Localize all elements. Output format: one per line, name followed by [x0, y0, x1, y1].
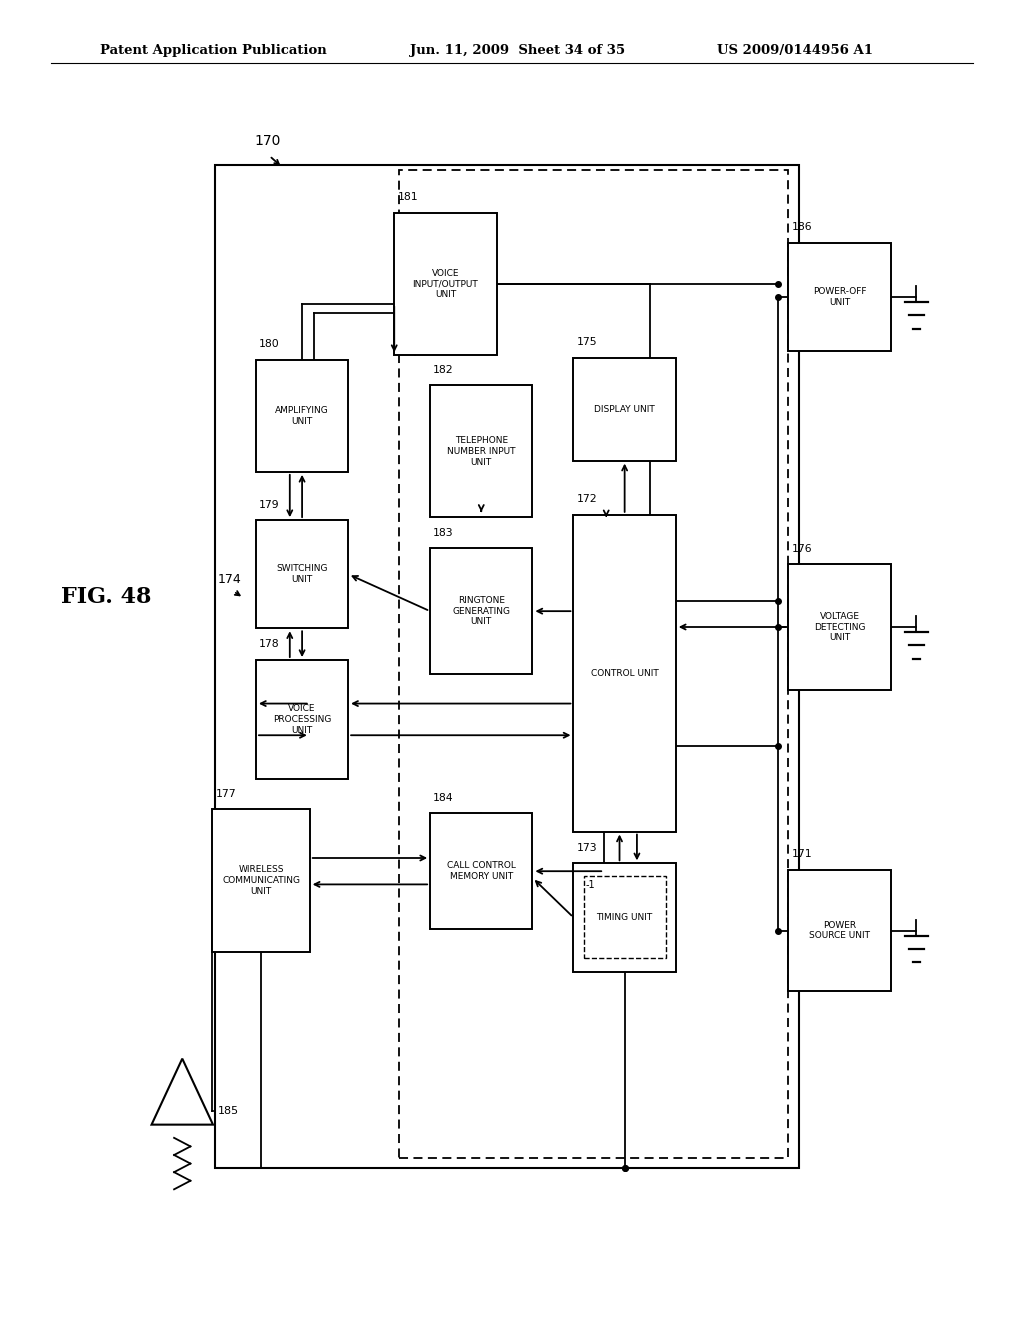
Bar	[256, 520, 348, 628]
Text: 175: 175	[577, 337, 597, 347]
Text: 170: 170	[254, 133, 281, 148]
Bar	[256, 359, 348, 471]
Text: VOICE
INPUT/OUTPUT
UNIT: VOICE INPUT/OUTPUT UNIT	[413, 268, 478, 300]
Bar	[573, 863, 676, 972]
Bar	[256, 660, 348, 779]
Bar	[573, 515, 676, 832]
Bar	[430, 549, 532, 673]
Text: CONTROL UNIT: CONTROL UNIT	[591, 669, 658, 677]
Bar	[213, 809, 309, 952]
Text: US 2009/0144956 A1: US 2009/0144956 A1	[717, 44, 872, 57]
Text: Patent Application Publication: Patent Application Publication	[100, 44, 327, 57]
Text: 176: 176	[792, 544, 812, 554]
Text: SWITCHING
UNIT: SWITCHING UNIT	[276, 565, 328, 583]
Text: 172: 172	[577, 494, 597, 504]
Text: 173: 173	[577, 842, 597, 853]
Bar	[788, 565, 891, 689]
Text: 182: 182	[433, 364, 454, 375]
Text: 177: 177	[216, 788, 237, 799]
Text: 181: 181	[397, 191, 418, 202]
Text: -1: -1	[586, 880, 595, 891]
Bar	[788, 243, 891, 351]
Text: AMPLIFYING
UNIT: AMPLIFYING UNIT	[275, 407, 329, 425]
Bar	[215, 165, 799, 1168]
Text: CALL CONTROL
MEMORY UNIT: CALL CONTROL MEMORY UNIT	[446, 862, 516, 880]
Text: TIMING UNIT: TIMING UNIT	[597, 913, 652, 921]
Text: 178: 178	[259, 639, 280, 649]
Bar	[394, 213, 497, 355]
Bar	[788, 870, 891, 991]
Text: POWER
SOURCE UNIT: POWER SOURCE UNIT	[809, 921, 870, 940]
Text: DISPLAY UNIT: DISPLAY UNIT	[594, 405, 655, 413]
Text: 183: 183	[433, 528, 454, 539]
Text: 185: 185	[218, 1106, 240, 1117]
Text: WIRELESS
COMMUNICATING
UNIT: WIRELESS COMMUNICATING UNIT	[222, 865, 300, 896]
Text: VOICE
PROCESSING
UNIT: VOICE PROCESSING UNIT	[272, 704, 332, 735]
Text: Jun. 11, 2009  Sheet 34 of 35: Jun. 11, 2009 Sheet 34 of 35	[410, 44, 625, 57]
Text: RINGTONE
GENERATING
UNIT: RINGTONE GENERATING UNIT	[453, 595, 510, 627]
Text: 174: 174	[218, 573, 242, 586]
Bar	[584, 876, 666, 958]
Bar	[573, 358, 676, 461]
Text: 179: 179	[259, 499, 280, 510]
Text: POWER-OFF
UNIT: POWER-OFF UNIT	[813, 288, 866, 306]
Bar	[430, 813, 532, 929]
Text: TELEPHONE
NUMBER INPUT
UNIT: TELEPHONE NUMBER INPUT UNIT	[447, 436, 515, 467]
Text: 184: 184	[433, 792, 454, 803]
Text: 180: 180	[259, 339, 280, 348]
Text: 186: 186	[792, 222, 812, 232]
Text: 171: 171	[792, 849, 812, 859]
Bar	[430, 385, 532, 517]
Text: FIG. 48: FIG. 48	[61, 586, 152, 607]
Text: VOLTAGE
DETECTING
UNIT: VOLTAGE DETECTING UNIT	[814, 611, 865, 643]
Bar	[399, 170, 788, 1158]
